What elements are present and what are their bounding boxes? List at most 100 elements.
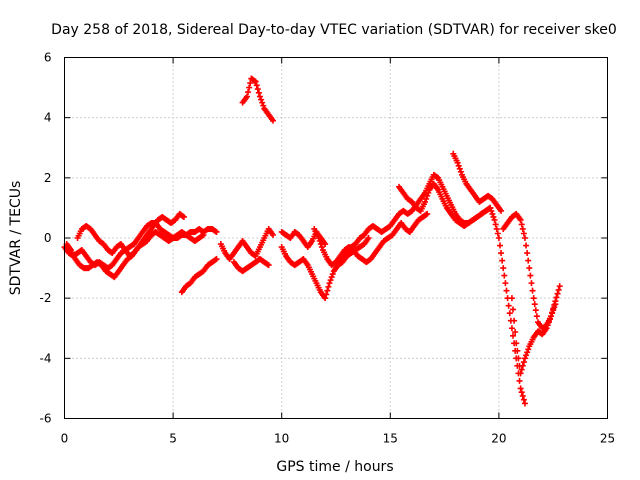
x-tick-label: 10 — [274, 432, 289, 446]
data-point — [492, 221, 499, 228]
data-point — [519, 362, 526, 369]
data-point — [524, 349, 531, 356]
data-point — [495, 235, 502, 241]
data-point — [258, 96, 265, 103]
series-track-16 — [508, 295, 559, 377]
data-point — [550, 307, 557, 314]
data-point — [493, 225, 500, 232]
data-point — [454, 159, 461, 166]
data-point — [496, 242, 503, 249]
data-point — [365, 235, 372, 241]
data-point — [256, 93, 263, 100]
data-point — [490, 213, 497, 220]
data-point — [521, 355, 528, 362]
data-point — [455, 162, 462, 169]
data-point — [521, 235, 528, 241]
data-point — [518, 221, 525, 228]
series-track-5 — [217, 225, 277, 263]
data-point — [518, 389, 525, 396]
y-tick-label: 6 — [44, 51, 52, 65]
y-tick-label: -4 — [40, 351, 52, 365]
series-track-3 — [74, 222, 207, 260]
data-point — [510, 306, 517, 313]
data-point — [524, 250, 531, 257]
data-point — [505, 302, 512, 309]
data-point — [252, 78, 259, 85]
data-point — [200, 231, 207, 238]
data-point — [543, 325, 550, 332]
data-point — [523, 242, 530, 249]
series-track-13 — [450, 150, 505, 214]
data-point — [457, 168, 464, 175]
data-point — [488, 207, 495, 214]
data-point — [520, 396, 527, 403]
data-point — [246, 84, 253, 91]
y-tick-labels: -6 -4 -2 0 2 4 6 — [40, 51, 52, 426]
data-point — [548, 313, 555, 320]
data-point — [554, 290, 561, 297]
series-track-4 — [178, 256, 220, 296]
data-point — [544, 322, 551, 329]
data-point — [555, 286, 562, 293]
data-point — [517, 385, 524, 392]
series-track-7 — [239, 75, 277, 124]
data-point — [270, 117, 277, 124]
data-point — [324, 287, 331, 294]
data-point — [502, 280, 509, 287]
data-point — [551, 304, 558, 311]
data-point — [253, 82, 260, 89]
data-point — [546, 316, 553, 323]
data-point — [531, 301, 538, 308]
y-tick-label: 4 — [44, 111, 52, 125]
data-point — [520, 230, 527, 237]
data-point — [517, 216, 524, 223]
series-track-10 — [311, 210, 431, 269]
data-point — [498, 207, 505, 214]
data-point — [487, 204, 494, 211]
data-point — [530, 295, 537, 302]
data-point — [506, 310, 513, 317]
data-point — [518, 366, 525, 373]
data-point — [328, 274, 335, 281]
data-point — [265, 262, 272, 269]
data-point — [245, 89, 252, 96]
series-track-6 — [230, 256, 272, 275]
data-point — [317, 241, 324, 248]
x-tick-label: 20 — [491, 432, 506, 446]
data-point — [315, 235, 322, 241]
data-point — [270, 231, 277, 238]
x-tick-label: 5 — [169, 432, 177, 446]
x-axis-label: GPS time / hours — [276, 459, 393, 475]
data-point — [525, 346, 532, 353]
data-point — [552, 301, 559, 308]
data-point — [549, 310, 556, 317]
series-track-12 — [395, 180, 494, 229]
y-tick-label: 0 — [44, 231, 52, 245]
x-tick-label: 15 — [383, 432, 398, 446]
data-point — [491, 216, 498, 223]
data-point — [525, 257, 532, 264]
data-point — [489, 210, 496, 217]
data-point — [529, 287, 536, 294]
data-point — [316, 238, 323, 245]
data-point — [247, 80, 254, 87]
data-point — [494, 230, 501, 237]
axis-ticks — [64, 57, 608, 419]
data-point — [517, 370, 524, 377]
data-point — [322, 295, 329, 302]
data-point — [519, 225, 526, 232]
data-point — [500, 265, 507, 272]
data-point — [501, 272, 508, 279]
data-point — [329, 271, 336, 278]
data-point — [255, 89, 262, 96]
data-point — [425, 189, 432, 196]
plot-frame — [64, 57, 608, 419]
data-point — [519, 392, 526, 399]
data-point — [503, 287, 510, 294]
y-tick-label: -2 — [40, 291, 52, 305]
data-point — [508, 325, 515, 332]
data-point — [254, 86, 261, 93]
data-point — [513, 340, 520, 347]
x-tick-label: 25 — [600, 432, 615, 446]
